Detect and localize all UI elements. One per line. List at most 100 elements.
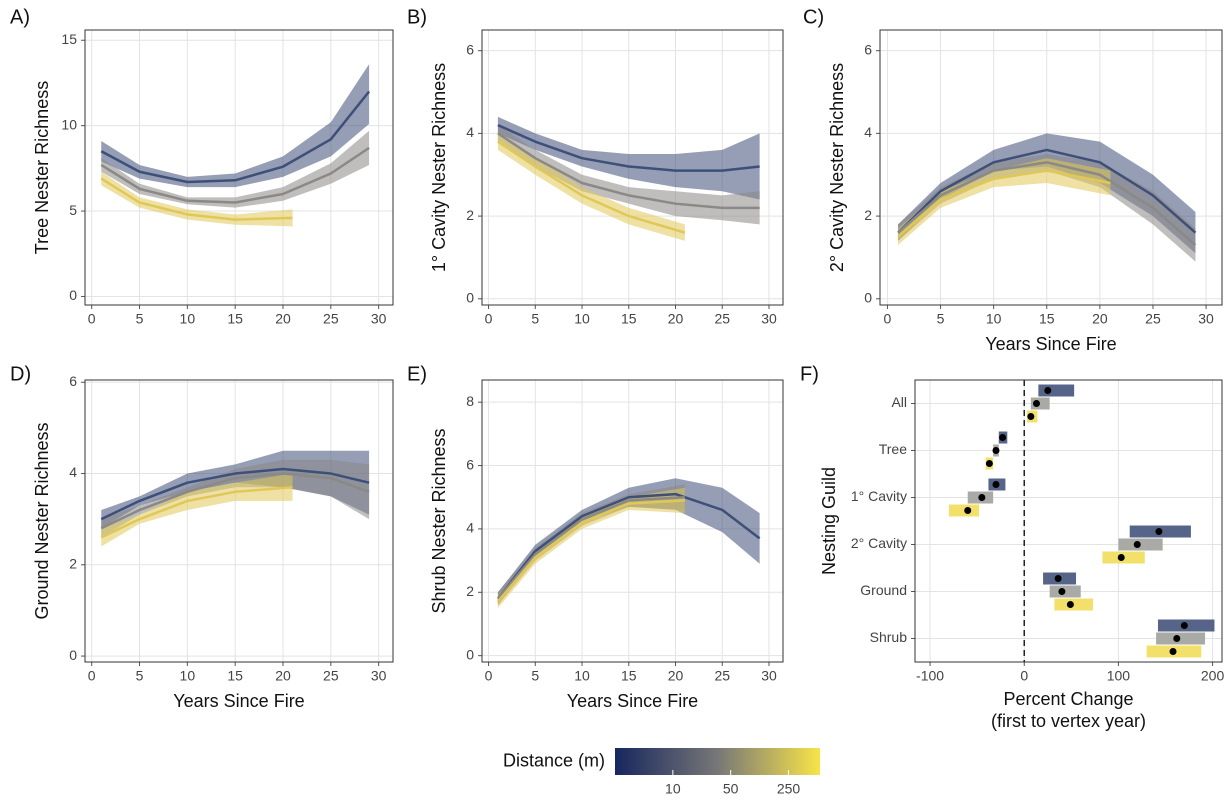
x-tick-label: 10 — [180, 668, 196, 684]
y-tick-label: 2 — [466, 207, 474, 223]
x-tick-label: 0 — [485, 668, 493, 684]
y-tick-label: 4 — [466, 520, 474, 536]
x-tick-label: 10 — [986, 311, 1002, 327]
x-tick-label: 5 — [136, 668, 144, 684]
x-tick-label: 15 — [227, 668, 243, 684]
point-estimate — [1054, 575, 1062, 582]
x-axis-label: Years Since Fire — [173, 691, 304, 711]
colorbar-tick-label: 250 — [777, 781, 801, 797]
plot-border — [84, 29, 394, 306]
interval-bar — [1038, 384, 1075, 397]
y-axis-label: Ground Nester Richness — [32, 422, 52, 619]
y-tick-label: 4 — [466, 124, 474, 140]
colorbar-tick-label: 50 — [723, 781, 739, 797]
y-tick-label: 6 — [69, 373, 77, 389]
x-tick-label: 25 — [323, 311, 339, 327]
fit-line — [100, 467, 370, 521]
interval-bar — [1156, 632, 1206, 645]
x-tick-label: 20 — [275, 668, 291, 684]
x-tick-label: 10 — [574, 668, 590, 684]
x-tick-label: 0 — [884, 311, 892, 327]
colorbar — [615, 748, 820, 775]
y-tick-label: 4 — [864, 124, 872, 140]
x-axis-label: Years Since Fire — [985, 334, 1116, 354]
x-tick-label: 30 — [371, 668, 387, 684]
confidence-band — [101, 459, 370, 538]
y-tick-label: 2 — [69, 556, 77, 572]
fit-line — [897, 161, 1197, 246]
confidence-band — [497, 116, 760, 200]
plot-border — [914, 379, 1223, 663]
y-axis-label: Tree Nester Richness — [32, 81, 52, 254]
x-tick-label: 15 — [621, 668, 637, 684]
y-axis-label: 2° Cavity Nester Richness — [827, 63, 847, 272]
fit-line — [897, 169, 1111, 238]
x-tick-label: 20 — [668, 668, 684, 684]
y-axis-label: Nesting Guild — [819, 467, 839, 575]
x-tick-label: 10 — [574, 311, 590, 327]
y-tick-label: 5 — [69, 202, 77, 218]
y-tick-label: 10 — [61, 116, 77, 132]
x-tick-label: 100 — [1107, 668, 1131, 684]
x-tick-label: 0 — [485, 311, 493, 327]
point-estimate — [1117, 554, 1125, 561]
y-tick-label: Ground — [860, 582, 907, 598]
y-tick-label: 0 — [466, 646, 474, 662]
y-tick-label: 0 — [69, 647, 77, 663]
x-tick-label: 25 — [714, 668, 730, 684]
x-tick-label: 30 — [761, 668, 777, 684]
point-estimate — [1027, 413, 1035, 420]
x-tick-label: 15 — [1039, 311, 1055, 327]
fit-line — [497, 140, 686, 234]
y-tick-label: 4 — [69, 464, 77, 480]
x-tick-label: -100 — [916, 668, 944, 684]
point-estimate — [999, 434, 1007, 441]
fit-line — [100, 90, 371, 184]
panel-title: B) — [407, 6, 427, 28]
confidence-band — [497, 125, 760, 225]
panel-title: C) — [803, 6, 824, 28]
x-axis-label: Percent Change — [1003, 689, 1133, 709]
x-tick-label: 25 — [323, 668, 339, 684]
x-tick-label: 25 — [714, 311, 730, 327]
interval-bar — [948, 504, 980, 517]
x-tick-label: 20 — [275, 311, 291, 327]
fit-line — [497, 132, 760, 210]
y-tick-label: 1° Cavity — [851, 488, 907, 504]
confidence-band — [898, 158, 1111, 246]
fit-line — [496, 492, 761, 600]
plot-area — [915, 380, 1222, 662]
x-tick-label: 20 — [1092, 311, 1108, 327]
y-tick-label: Shrub — [870, 629, 908, 645]
fit-line — [100, 177, 293, 221]
x-tick-label: 30 — [761, 311, 777, 327]
x-tick-label: 5 — [937, 311, 945, 327]
point-estimate — [992, 447, 1000, 454]
x-tick-label: 0 — [1020, 668, 1028, 684]
point-estimate — [1066, 601, 1074, 608]
x-tick-label: 15 — [621, 311, 637, 327]
point-estimate — [1032, 400, 1040, 407]
x-tick-label: 15 — [227, 311, 243, 327]
fit-line — [100, 472, 370, 530]
plot-border — [481, 29, 784, 306]
y-axis-label: Shrub Nester Richness — [429, 428, 449, 613]
x-axis-label: (first to vertex year) — [991, 711, 1146, 731]
fit-line — [897, 148, 1197, 234]
x-tick-label: 0 — [88, 668, 96, 684]
panel-title: A) — [10, 6, 30, 28]
fit-line — [496, 495, 685, 600]
point-estimate — [978, 494, 986, 501]
fit-line — [100, 485, 293, 539]
y-tick-label: 0 — [466, 290, 474, 306]
y-tick-label: 6 — [466, 41, 474, 57]
confidence-band — [497, 487, 685, 609]
confidence-band — [497, 133, 685, 241]
panel-title: D) — [10, 363, 31, 385]
colorbar-tick-label: 10 — [665, 781, 681, 797]
point-estimate — [1155, 528, 1163, 535]
fit-line — [497, 123, 760, 172]
point-estimate — [1169, 648, 1177, 655]
point-estimate — [964, 507, 972, 514]
